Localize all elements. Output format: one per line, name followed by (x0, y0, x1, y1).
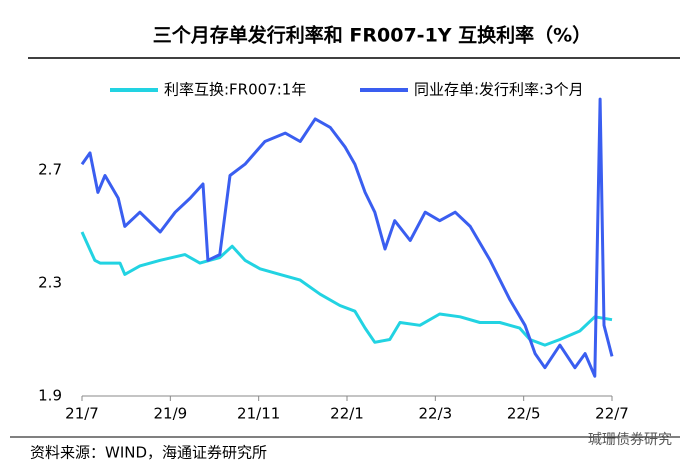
chart-title: 三个月存单发行利率和 FR007-1Y 互换利率（%） (153, 24, 591, 47)
legend-label: 同业存单:发行利率:3个月 (414, 81, 584, 99)
y-tick-label: 1.9 (38, 387, 62, 405)
x-tick-label: 21/11 (237, 405, 280, 423)
x-tick-label: 21/7 (65, 405, 99, 423)
y-tick-label: 2.3 (38, 273, 62, 291)
x-tick-label: 21/9 (153, 405, 187, 423)
y-tick-label: 2.7 (38, 160, 62, 178)
x-tick-label: 22/5 (507, 405, 541, 423)
x-tick-label: 22/7 (595, 405, 629, 423)
series-line (80, 97, 614, 378)
series-line (80, 231, 613, 347)
watermark: 瑊珊债券研究 (588, 432, 672, 448)
source: 资料来源：WIND，海通证券研究所 (30, 444, 267, 462)
x-tick-label: 22/1 (330, 405, 364, 423)
legend-label: 利率互换:FR007:1年 (164, 81, 306, 99)
x-tick-label: 22/3 (418, 405, 452, 423)
